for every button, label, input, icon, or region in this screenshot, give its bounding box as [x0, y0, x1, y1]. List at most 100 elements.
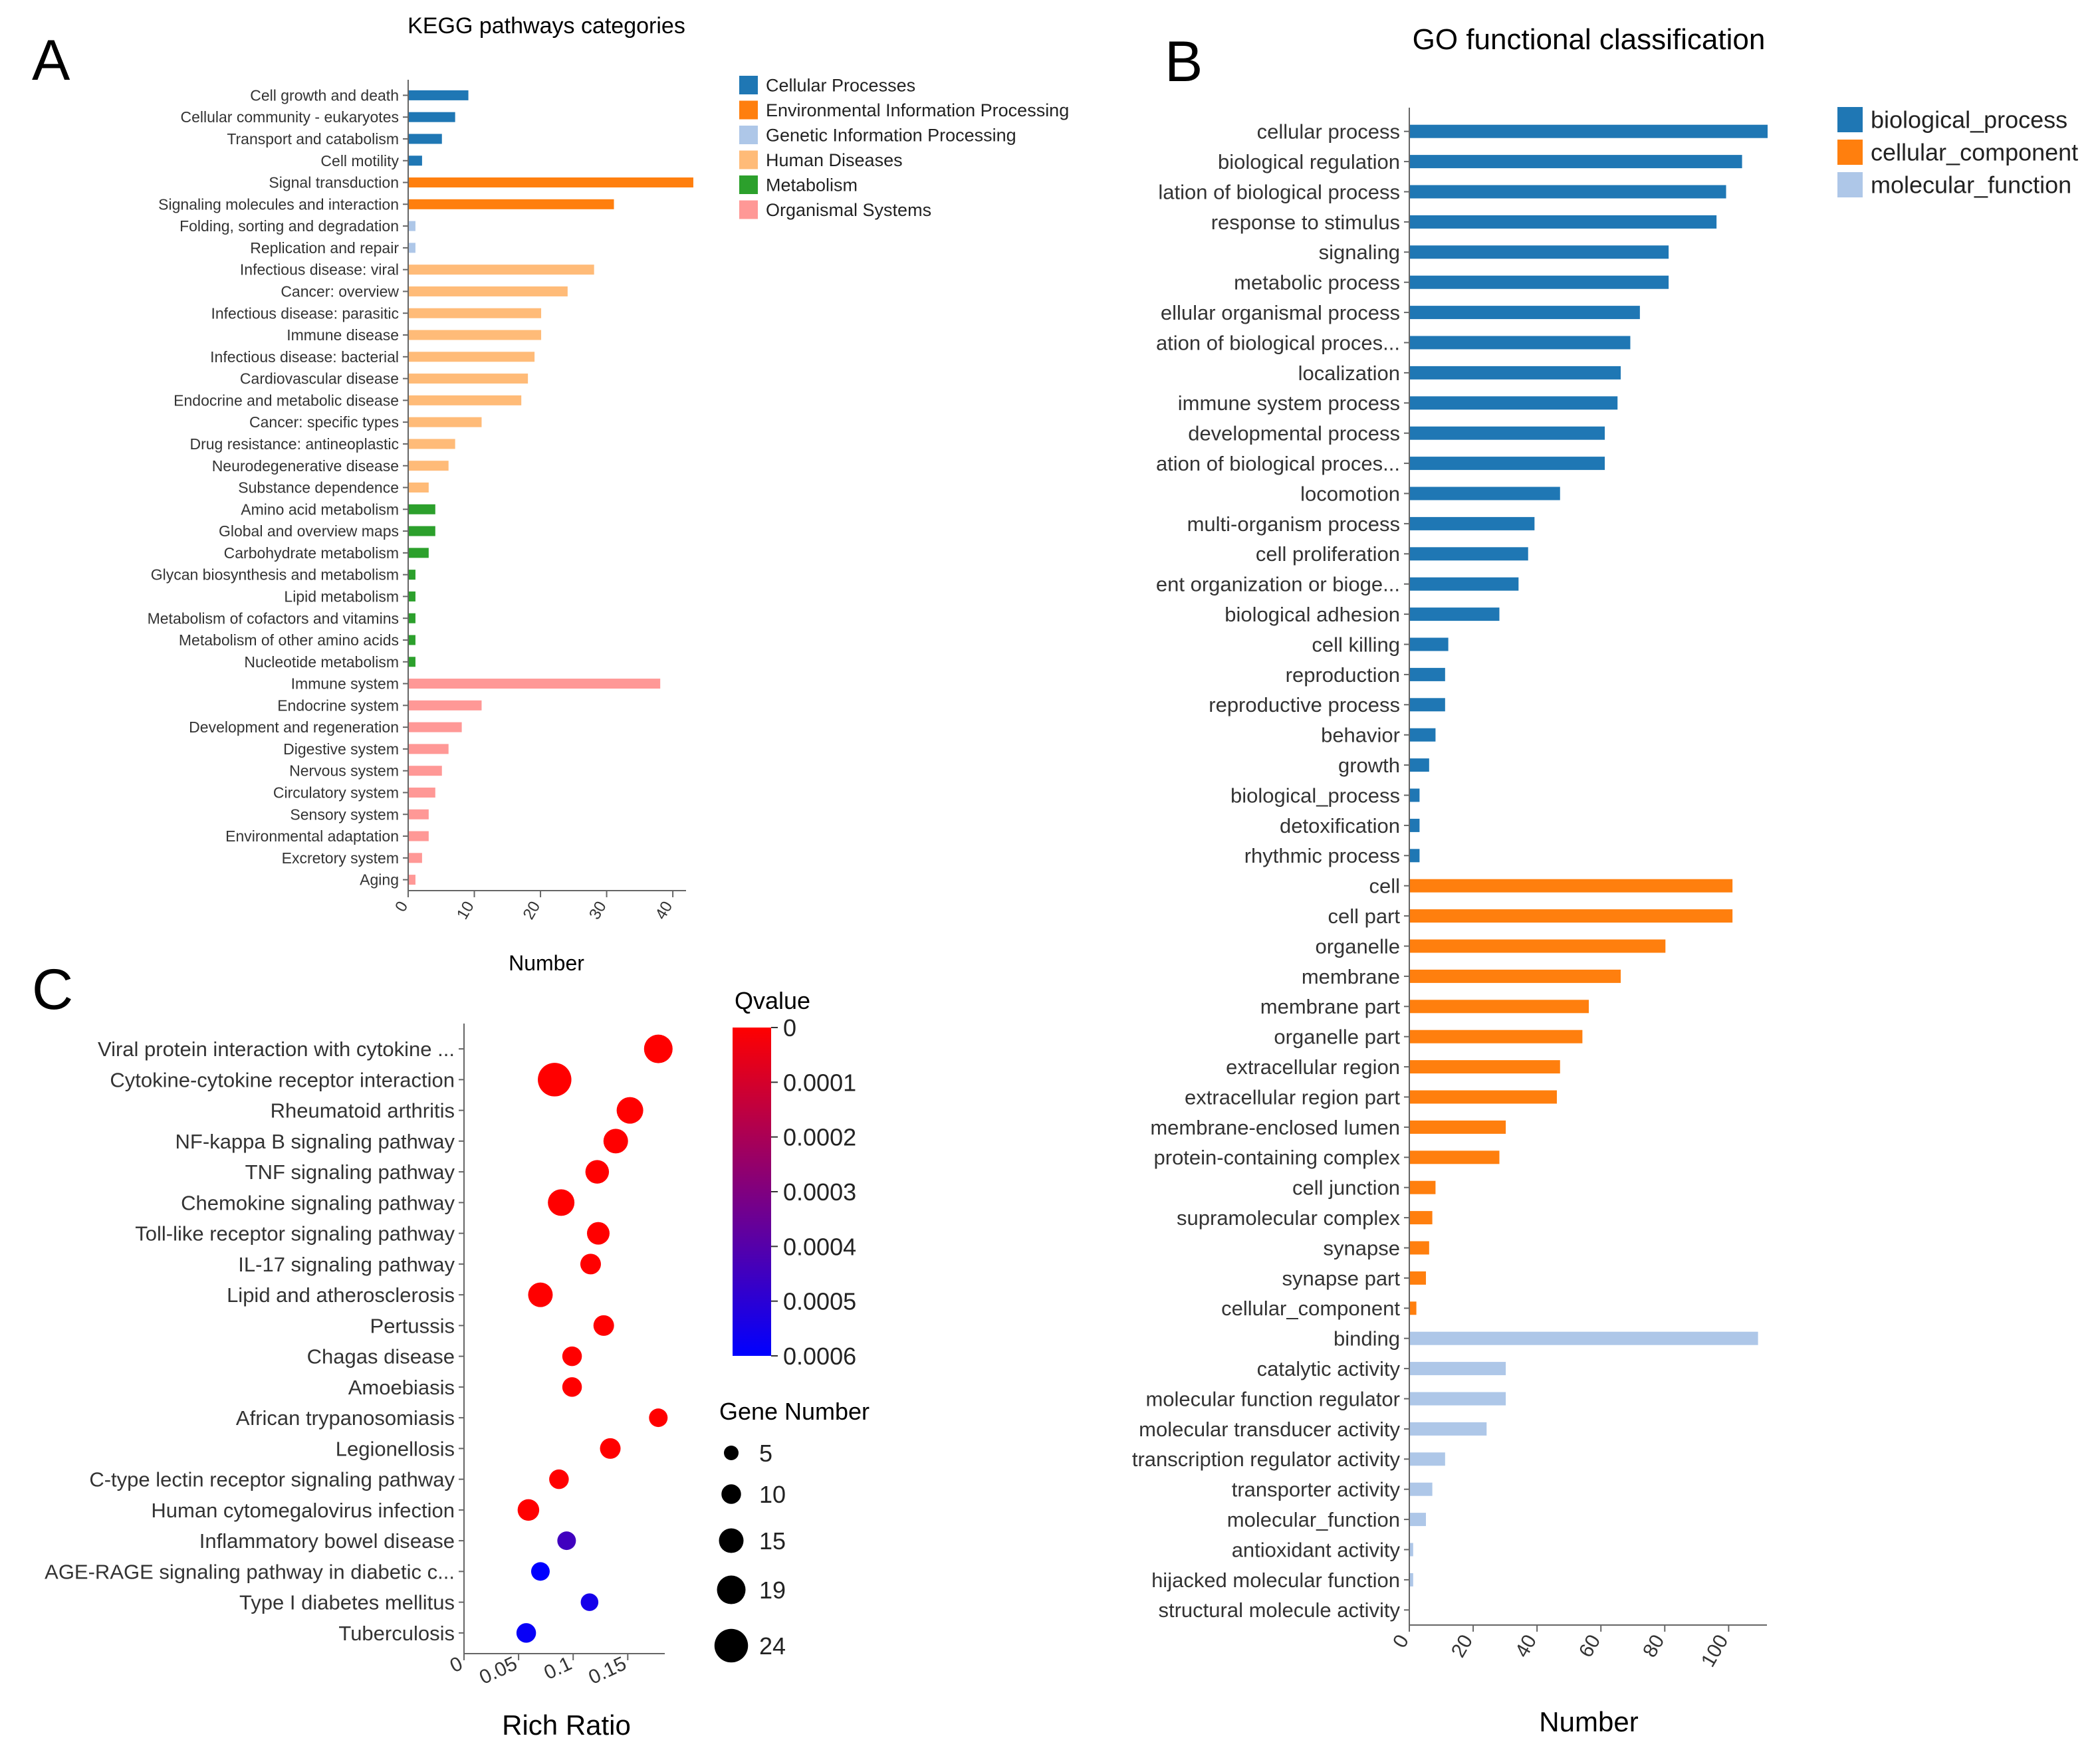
legend-swatch: [739, 76, 758, 94]
bar: [1410, 1120, 1506, 1134]
pathway-label: Chagas disease: [307, 1345, 455, 1368]
category-label: Infectious disease: bacterial: [210, 348, 399, 366]
enrichment-point: [528, 1282, 553, 1307]
bar: [409, 286, 568, 296]
bar: [1410, 1573, 1413, 1586]
gene-number-legend: 5 10 15 19 24: [714, 1440, 786, 1663]
kegg-x-label: Number: [509, 951, 584, 975]
bar: [1410, 1211, 1433, 1225]
category-label: hijacked molecular function: [1151, 1569, 1400, 1592]
category-label: synapse: [1324, 1236, 1400, 1259]
enrichment-chart: Viral protein interaction with cytokine …: [45, 987, 870, 1741]
pathway-label: African trypanosomiasis: [236, 1406, 455, 1430]
bar: [409, 199, 614, 209]
x-tick-label: 100: [1697, 1631, 1733, 1671]
category-label: Digestive system: [283, 740, 399, 758]
bar: [1410, 849, 1420, 863]
category-label: cellular process: [1257, 120, 1400, 144]
go-chart: GO functional classification cellular pr…: [1132, 23, 2078, 1737]
qvalue-tick-label: 0.0001: [783, 1069, 856, 1096]
x-tick-label: 30: [586, 899, 610, 923]
bar: [409, 504, 435, 514]
gene-number-legend-title: Gene Number: [719, 1398, 870, 1425]
category-label: signaling: [1319, 241, 1400, 264]
panel-label-a: A: [32, 29, 70, 92]
bar: [1410, 1331, 1758, 1345]
gene-number-swatch: [717, 1575, 746, 1604]
x-tick-label: 40: [652, 899, 677, 923]
bar: [1410, 336, 1631, 350]
enrichment-point: [562, 1377, 582, 1397]
category-label: Metabolism of other amino acids: [179, 631, 399, 649]
category-label: cell: [1369, 875, 1400, 898]
bar: [409, 744, 449, 754]
bar: [409, 722, 462, 732]
enrichment-point: [586, 1222, 610, 1245]
bar: [409, 613, 415, 623]
bar: [1410, 516, 1535, 530]
bar: [409, 156, 422, 166]
category-label: biological regulation: [1218, 150, 1400, 173]
x-tick-label: 10: [453, 899, 478, 923]
category-label: Immune system: [291, 675, 399, 693]
enrichment-point: [517, 1499, 540, 1521]
category-label: metabolic process: [1234, 271, 1400, 294]
qvalue-tick-label: 0.0005: [783, 1288, 856, 1315]
kegg-tick-layer: Cell growth and death Cellular community …: [148, 86, 677, 923]
legend-swatch: [739, 175, 758, 194]
category-label: Circulatory system: [273, 784, 399, 802]
bar: [409, 352, 535, 362]
category-label: Immune disease: [287, 326, 399, 344]
bar: [1410, 487, 1560, 500]
bar: [409, 221, 415, 231]
bar: [409, 591, 415, 601]
gene-number-swatch: [714, 1628, 749, 1663]
bar: [409, 787, 435, 798]
category-label: Substance dependence: [238, 479, 399, 496]
bar: [1410, 275, 1669, 289]
category-label: Nervous system: [289, 762, 399, 780]
category-label: rhythmic process: [1244, 844, 1400, 867]
go-title: GO functional classification: [1413, 23, 1766, 56]
bar: [1410, 215, 1717, 229]
category-label: Sensory system: [290, 806, 399, 823]
x-tick-label: 60: [1575, 1631, 1605, 1661]
bar: [1410, 245, 1669, 259]
bar: [409, 439, 455, 449]
bar: [1410, 1513, 1427, 1527]
bar: [1410, 577, 1519, 591]
enrichment-point: [643, 1034, 673, 1063]
legend-swatch: [739, 200, 758, 219]
legend-label: Metabolism: [766, 175, 858, 195]
legend-label: molecular_function: [1871, 171, 2071, 199]
bar: [409, 308, 542, 318]
bar: [409, 700, 482, 710]
category-label: Environmental adaptation: [225, 827, 399, 845]
legend-swatch: [1837, 172, 1863, 197]
gene-number-swatch: [721, 1484, 741, 1504]
category-label: Neurodegenerative disease: [212, 457, 399, 475]
bar: [409, 395, 522, 405]
bar: [409, 766, 442, 776]
bar: [409, 90, 469, 100]
x-tick-label: 80: [1639, 1631, 1669, 1661]
bar: [409, 570, 415, 580]
enrichment-point: [585, 1160, 610, 1184]
enrichment-point: [616, 1097, 643, 1124]
bar: [1410, 366, 1621, 380]
category-label: extracellular region part: [1185, 1085, 1400, 1109]
category-label: transcription regulator activity: [1132, 1448, 1401, 1471]
bar: [1410, 788, 1420, 802]
category-label: Glycan biosynthesis and metabolism: [151, 566, 399, 584]
bar: [1410, 818, 1420, 832]
gene-number-swatch: [719, 1528, 744, 1553]
enrichment-point: [600, 1438, 621, 1459]
bar: [1410, 457, 1605, 471]
go-legend: biological_process cellular_componentmole…: [1837, 106, 2078, 199]
x-tick-label: 0.1: [540, 1652, 575, 1684]
bar: [409, 112, 455, 122]
legend-swatch: [1837, 140, 1863, 165]
x-tick-label: 20: [520, 899, 544, 923]
category-label: reproduction: [1286, 663, 1400, 687]
category-label: Excretory system: [282, 849, 399, 867]
